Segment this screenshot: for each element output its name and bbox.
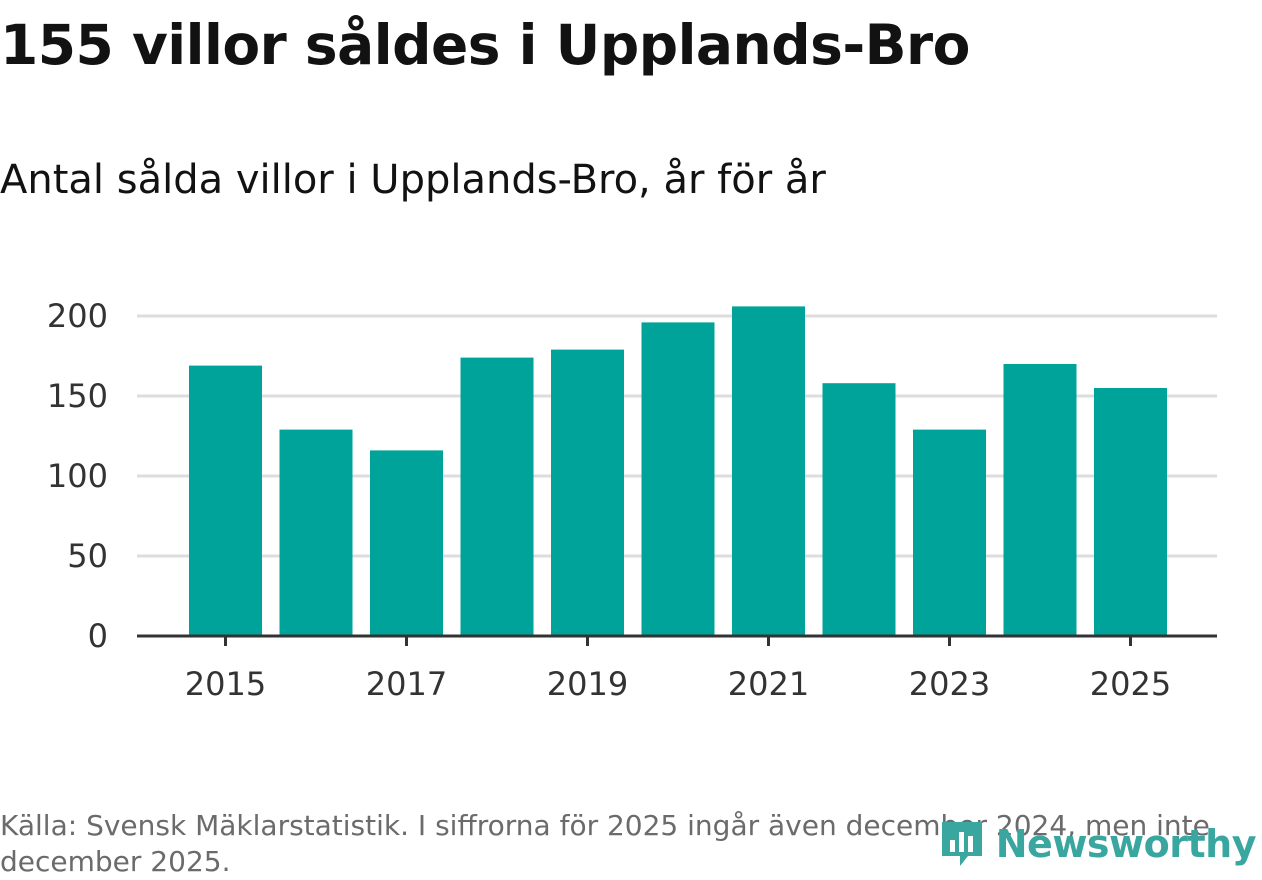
x-tick-label-2023: 2023 (909, 665, 990, 703)
bar-2017 (370, 450, 443, 636)
bar-2020 (641, 322, 715, 636)
logo-text: Newsworthy (995, 822, 1257, 866)
source-note: Källa: Svensk Mäklarstatistik. I siffror… (0, 809, 1210, 878)
x-tick-label-2017: 2017 (366, 665, 447, 703)
newsworthy-chart-icon (941, 822, 982, 866)
bar-2023 (913, 429, 986, 636)
bar-2016 (279, 429, 353, 636)
bar-2025 (1094, 388, 1167, 636)
y-tick-label-0: 0 (88, 617, 108, 655)
bar-2018 (460, 357, 534, 636)
y-tick-label-200: 200 (47, 297, 108, 335)
bar-2021 (732, 306, 805, 636)
newsworthy-logo: Newsworthy (938, 818, 1257, 870)
x-tick-label-2015: 2015 (185, 665, 266, 703)
y-tick-label-100: 100 (47, 457, 108, 495)
y-tick-label-150: 150 (47, 377, 108, 415)
chart-title: 155 villor såldes i Upplands-Bro (0, 13, 970, 77)
x-tick-label-2019: 2019 (547, 665, 628, 703)
bar-2022 (822, 383, 896, 636)
axes: 0 50 100 150 200 2015 2017 2019 2021 2023 2025 (47, 297, 1217, 703)
y-tick-label-50: 50 (67, 537, 108, 575)
x-tick-label-2021: 2021 (728, 665, 809, 703)
bar-2024 (1003, 364, 1077, 636)
chart-subtitle: Antal sålda villor i Upplands-Bro, år fö… (0, 157, 826, 203)
x-tick-label-2025: 2025 (1090, 665, 1171, 703)
bars (189, 306, 1167, 636)
bar-2015 (189, 365, 262, 636)
bar-2019 (551, 349, 624, 636)
